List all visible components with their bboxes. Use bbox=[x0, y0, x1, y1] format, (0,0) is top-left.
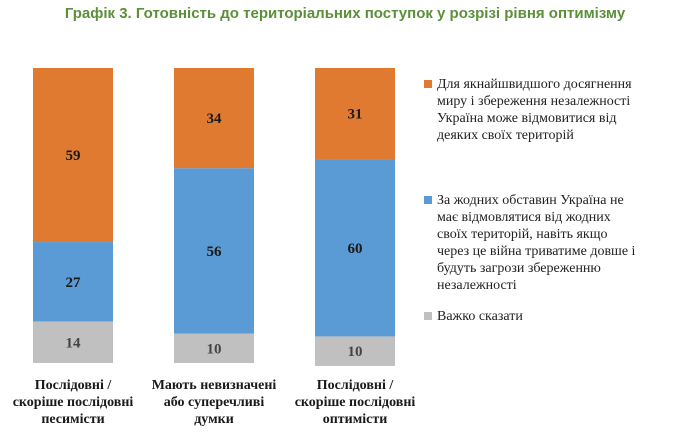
category-label-optimists-line-0: Послідовні / bbox=[317, 378, 395, 393]
data-label-optimists-hard-to-say: 10 bbox=[348, 344, 363, 360]
legend-text-concede: Для якнайшвидшого досягнення миру і збер… bbox=[437, 77, 632, 143]
legend-item-hard-to-say: Важко сказати bbox=[424, 308, 686, 325]
category-label-pessimists-line-2: песимісти bbox=[41, 412, 104, 427]
bar-optimists-hard-to-say bbox=[315, 336, 395, 366]
data-label-optimists-concede: 31 bbox=[348, 107, 363, 123]
data-label-optimists-no-concession: 60 bbox=[348, 241, 363, 257]
data-label-uncertain-no-concession: 56 bbox=[207, 244, 223, 260]
bar-uncertain-no-concession bbox=[174, 168, 254, 334]
category-label-pessimists-line-0: Послідовні / bbox=[35, 378, 113, 393]
category-label-pessimists-line-1: скоріше послідовні bbox=[13, 395, 134, 410]
legend-text-no-concession: За жодних обставин Україна не має відмов… bbox=[437, 193, 636, 293]
category-label-optimists-line-1: скоріше послідовні bbox=[295, 395, 416, 410]
data-label-pessimists-hard-to-say: 14 bbox=[66, 335, 82, 351]
data-label-pessimists-concede: 59 bbox=[66, 148, 81, 164]
data-label-pessimists-no-concession: 27 bbox=[66, 275, 82, 291]
bar-optimists-no-concession bbox=[315, 159, 395, 337]
chart-title: Графік 3. Готовність до територіальних п… bbox=[64, 5, 626, 22]
bar-pessimists-concede bbox=[33, 68, 113, 243]
category-label-uncertain-line-0: Мають невизначені bbox=[152, 378, 277, 393]
bar-uncertain-hard-to-say bbox=[174, 333, 254, 363]
category-label-optimists-line-2: оптимісти bbox=[323, 412, 388, 427]
bar-pessimists-no-concession bbox=[33, 242, 113, 322]
legend-swatch-gray bbox=[424, 312, 432, 320]
legend-item-concede: Для якнайшвидшого досягнення миру і збер… bbox=[424, 76, 686, 144]
legend-swatch-orange bbox=[424, 80, 432, 88]
data-label-uncertain-hard-to-say: 10 bbox=[207, 341, 222, 357]
bar-pessimists-hard-to-say bbox=[33, 321, 113, 363]
category-label-uncertain-line-1: або суперечливі bbox=[164, 395, 265, 410]
legend-item-no-concession: За жодних обставин Україна не має відмов… bbox=[424, 192, 686, 294]
data-label-uncertain-concede: 34 bbox=[207, 111, 223, 127]
bar-uncertain-concede bbox=[174, 68, 254, 169]
category-label-uncertain-line-2: думки bbox=[194, 412, 234, 427]
legend-text-hard-to-say: Важко сказати bbox=[437, 309, 523, 324]
bar-optimists-concede bbox=[315, 68, 395, 160]
legend-swatch-blue bbox=[424, 196, 432, 204]
